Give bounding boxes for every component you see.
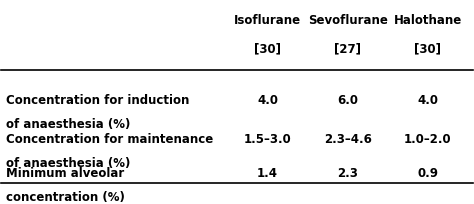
- Text: [30]: [30]: [414, 42, 441, 55]
- Text: concentration (%): concentration (%): [6, 191, 125, 203]
- Text: 0.9: 0.9: [417, 167, 438, 180]
- Text: Isoflurane: Isoflurane: [234, 14, 301, 27]
- Text: 6.0: 6.0: [337, 93, 358, 106]
- Text: of anaesthesia (%): of anaesthesia (%): [6, 156, 130, 170]
- Text: Minimum alveolar: Minimum alveolar: [6, 167, 124, 180]
- Text: [30]: [30]: [254, 42, 281, 55]
- Text: 2.3–4.6: 2.3–4.6: [324, 133, 372, 146]
- Text: of anaesthesia (%): of anaesthesia (%): [6, 117, 130, 130]
- Text: [27]: [27]: [334, 42, 361, 55]
- Text: 1.5–3.0: 1.5–3.0: [244, 133, 292, 146]
- Text: 2.3: 2.3: [337, 167, 358, 180]
- Text: 1.0–2.0: 1.0–2.0: [404, 133, 452, 146]
- Text: 1.4: 1.4: [257, 167, 278, 180]
- Text: 4.0: 4.0: [257, 93, 278, 106]
- Text: Concentration for maintenance: Concentration for maintenance: [6, 133, 213, 146]
- Text: Sevoflurane: Sevoflurane: [308, 14, 388, 27]
- Text: 4.0: 4.0: [417, 93, 438, 106]
- Text: Halothane: Halothane: [394, 14, 462, 27]
- Text: Concentration for induction: Concentration for induction: [6, 93, 190, 106]
